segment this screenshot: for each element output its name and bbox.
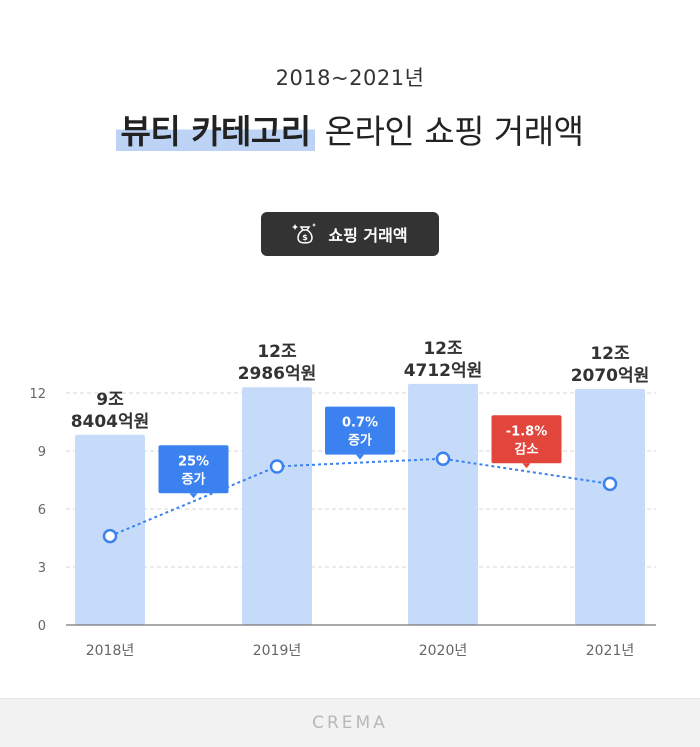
callout-pointer — [189, 493, 198, 499]
bar — [575, 388, 645, 625]
growth-callout-label: 25% 증가 — [178, 454, 209, 487]
x-tick-label: 2019년 — [253, 643, 302, 659]
svg-text:$: $ — [303, 233, 309, 242]
x-tick-label: 2020년 — [419, 643, 468, 659]
brand-footer: CREMA — [0, 698, 700, 747]
legend-badge: $ 쇼핑 거래액 — [261, 212, 439, 256]
chart-title: 뷰티 카테고리 온라인 쇼핑 거래액 — [0, 105, 700, 153]
growth-callout-label: -1.8% 감소 — [506, 424, 547, 457]
growth-callout — [491, 415, 562, 464]
x-tick-label: 2021년 — [586, 643, 635, 659]
data-label: 12조 2070억원 — [571, 344, 650, 386]
y-tick-label: 12 — [29, 387, 46, 402]
y-tick-label: 6 — [38, 503, 46, 518]
money-bag-icon: $ — [292, 223, 317, 244]
chart-plot: 0 3 6 9 12 2018년 2019년 2020년 2021년 9조 8404억원 12조 298… — [29, 339, 656, 659]
legend-badge-label: 쇼핑 거래액 — [328, 226, 408, 245]
growth-callout — [325, 406, 395, 455]
y-tick-label: 0 — [38, 619, 46, 634]
title-highlight: 뷰티 카테고리 — [116, 112, 315, 151]
growth-callout — [158, 445, 229, 494]
y-tick-label: 9 — [38, 445, 46, 460]
bar — [242, 387, 312, 625]
data-label: 12조 2986억원 — [238, 342, 317, 384]
bar — [408, 383, 478, 625]
growth-callout-label: 0.7% 증가 — [342, 416, 378, 449]
x-tick-label: 2018년 — [86, 643, 135, 659]
callout-pointer — [356, 454, 364, 460]
data-label: 12조 4712억원 — [404, 339, 483, 381]
trend-point — [102, 528, 118, 544]
title-rest: 온라인 쇼핑 거래액 — [324, 112, 584, 151]
trend-point — [435, 451, 451, 466]
callout-pointer — [522, 463, 531, 469]
trend-point — [602, 476, 618, 492]
y-tick-label: 3 — [38, 561, 46, 576]
chart-subtitle: 2018~2021년 — [275, 66, 425, 90]
trend-point — [269, 459, 285, 474]
trend-line — [109, 457, 611, 537]
data-label: 9조 8404억원 — [71, 390, 150, 432]
